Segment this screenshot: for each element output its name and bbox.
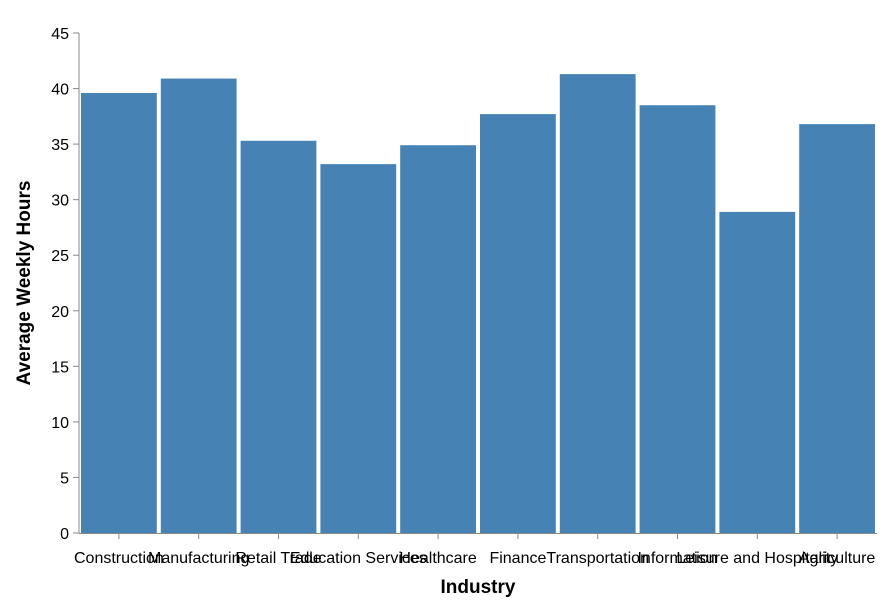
bar-education-services [320, 164, 397, 533]
x-tick-label: Construction [74, 550, 164, 567]
x-tick-label: Retail Trade [235, 550, 321, 567]
x-tick-label: Manufacturing [148, 550, 249, 567]
y-tick-label: 45 [51, 26, 69, 43]
x-tick-label: Information [637, 550, 717, 567]
bar-finance [480, 114, 556, 533]
x-tick-label: Healthcare [399, 550, 476, 567]
y-tick-label: 20 [51, 304, 69, 321]
x-tick-label: Education Services [290, 550, 427, 567]
y-tick-label: 15 [51, 359, 69, 376]
x-tick-label: Transportation [546, 550, 649, 567]
x-tick-label: Agriculture [799, 550, 876, 567]
x-tick-label: Finance [489, 550, 546, 567]
x-axis-title: Industry [441, 577, 516, 598]
bar-construction [81, 93, 157, 533]
y-axis: 0 5 10 15 20 25 30 35 40 45 [51, 26, 80, 543]
bar-leisure-and-hospitality [719, 211, 796, 533]
bars-layer [81, 74, 875, 534]
y-tick-label: 5 [60, 470, 69, 487]
y-tick-label: 35 [51, 137, 69, 154]
bar-healthcare [400, 145, 476, 533]
y-tick-label: 0 [60, 526, 69, 543]
y-tick-label: 25 [51, 248, 69, 265]
y-tick-label: 40 [51, 82, 69, 99]
y-axis-title: Average Weekly Hours [14, 181, 35, 386]
y-tick-label: 30 [51, 193, 69, 210]
bar-information [639, 105, 716, 533]
bar-manufacturing [160, 78, 237, 534]
bar-retail-trade [240, 140, 317, 533]
x-tick-label: Leisure and Hospitality [676, 550, 838, 567]
bar-transportation [559, 74, 636, 533]
y-tick-label: 10 [51, 415, 69, 432]
bar-agriculture [799, 124, 875, 533]
